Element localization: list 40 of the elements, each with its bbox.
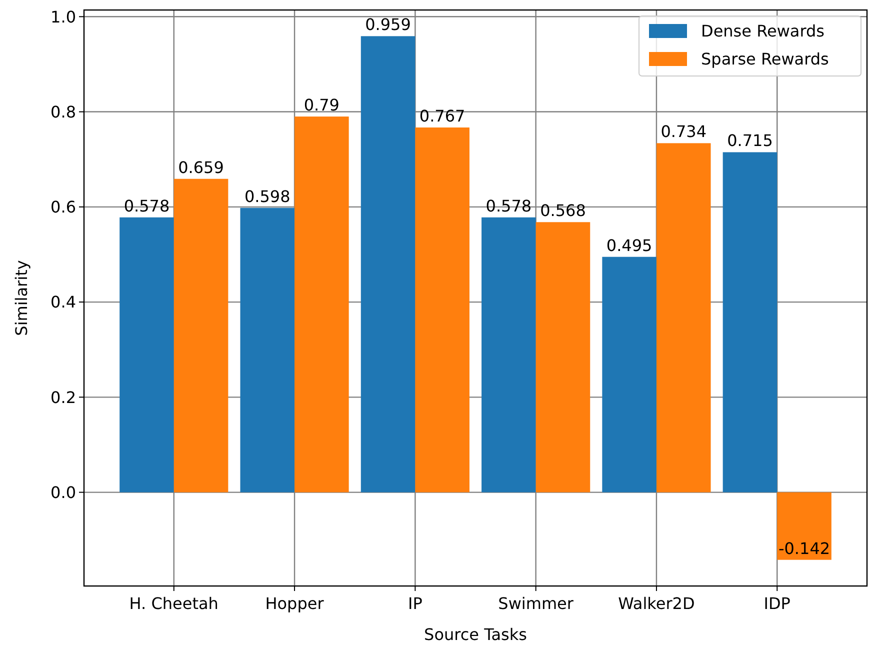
x-tick-label: IP [408,594,423,613]
data-label: -0.142 [778,538,830,558]
data-label: 0.959 [365,15,411,34]
x-tick-label: Hopper [265,594,324,613]
bar [656,143,711,492]
bar [602,256,656,492]
bar [777,492,832,560]
bar [120,217,174,492]
bar [536,222,590,492]
data-label: 0.598 [244,186,290,206]
data-label: 0.734 [660,122,707,142]
data-label: 0.495 [606,236,652,255]
bar [294,116,349,492]
data-label: 0.715 [727,131,773,150]
legend-label: Sparse Rewards [701,50,829,69]
y-tick-label: 0.4 [50,292,76,312]
bar [482,217,536,492]
bar [722,152,778,492]
bar [415,127,470,492]
x-tick-label: Walker2D [618,594,695,613]
data-label: 0.79 [304,96,340,115]
bar [174,178,228,492]
data-label: 0.659 [178,158,224,177]
y-tick-label: 1.0 [50,7,76,26]
bar [240,208,295,492]
bar [360,36,416,492]
y-axis-title: Similarity [12,260,31,336]
x-tick-label: Swimmer [498,594,574,613]
y-tick-label: 0.6 [50,198,76,217]
y-tick-label: 0.2 [50,388,76,407]
x-axis-title: Source Tasks [424,625,527,644]
data-label: 0.568 [540,201,586,220]
y-tick-label: 0.0 [50,482,76,502]
x-tick-label: H. Cheetah [129,594,218,613]
x-tick-label: IDP [764,594,791,613]
data-label: 0.578 [124,196,170,216]
data-label: 0.767 [419,106,466,126]
data-label: 0.578 [486,196,532,216]
y-tick-label: 0.8 [50,102,76,122]
legend-label: Dense Rewards [701,22,824,41]
